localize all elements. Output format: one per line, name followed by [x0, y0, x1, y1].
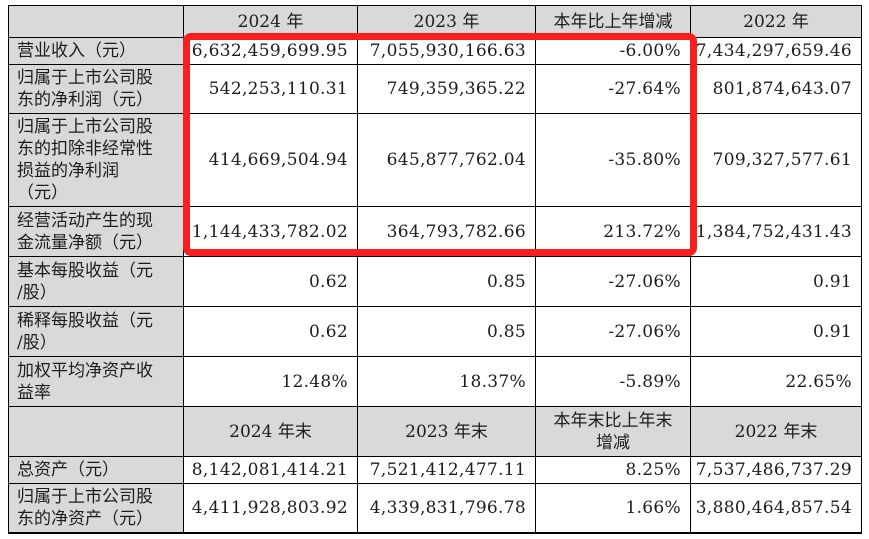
row-net-profit-excl-nonrecurring: 归属于上市公司股 东的扣除非经常性 损益的净利润 （元） 414,669,504… [8, 113, 862, 207]
financial-summary-page: 2024 年 2023 年 本年比上年增减 2022 年 营业收入（元） 6,6… [8, 5, 862, 534]
metric-label: 基本每股收益（元 /股） [8, 256, 184, 307]
yoy-change: -35.80% [535, 113, 691, 207]
value-2024: 0.62 [183, 306, 358, 357]
value-2023: 645,877,762.04 [357, 113, 536, 207]
header-2023: 2023 年 [357, 5, 536, 38]
row-net-profit: 归属于上市公司股 东的净利润（元） 542,253,110.31 749,359… [8, 64, 862, 114]
value-2024: 542,253,110.31 [183, 64, 358, 114]
value-2022: 3,880,464,857.54 [690, 483, 862, 534]
value-2024: 0.62 [183, 256, 358, 307]
value-2024: 12.48% [183, 356, 358, 407]
value-2023: 7,521,412,477.11 [357, 456, 536, 484]
value-2022: 0.91 [690, 306, 862, 357]
value-2023: 364,793,782.66 [357, 206, 536, 257]
metric-label: 总资产（元） [8, 456, 184, 484]
row-basic-eps: 基本每股收益（元 /股） 0.62 0.85 -27.06% 0.91 [8, 256, 862, 307]
metric-label: 加权平均净资产收 益率 [8, 356, 184, 407]
row-net-assets: 归属于上市公司股 东的净资产（元） 4,411,928,803.92 4,339… [8, 483, 862, 534]
yoy-change: -5.89% [535, 356, 691, 407]
metric-label: 归属于上市公司股 东的净利润（元） [8, 64, 184, 114]
value-2024: 1,144,433,782.02 [183, 206, 358, 257]
header-2022: 2022 年 [690, 5, 862, 38]
value-2024: 414,669,504.94 [183, 113, 358, 207]
yoy-change: -6.00% [535, 37, 691, 65]
value-2023: 7,055,930,166.63 [357, 37, 536, 65]
value-2024: 8,142,081,414.21 [183, 456, 358, 484]
value-2022: 7,434,297,659.46 [690, 37, 862, 65]
yoy-change: -27.06% [535, 306, 691, 357]
value-2022: 22.65% [690, 356, 862, 407]
value-2023: 18.37% [357, 356, 536, 407]
header-yoy-change: 本年比上年增减 [535, 5, 691, 38]
metric-label: 稀释每股收益（元 /股） [8, 306, 184, 357]
value-2023: 4,339,831,796.78 [357, 483, 536, 534]
metric-label: 营业收入（元） [8, 37, 184, 65]
header-yearend-change: 本年末比上年末 增减 [535, 406, 691, 457]
value-2023: 749,359,365.22 [357, 64, 536, 114]
header-2022-yearend: 2022 年末 [690, 406, 862, 457]
metric-label: 归属于上市公司股 东的净资产（元） [8, 483, 184, 534]
metric-header-cell [8, 406, 184, 457]
row-operating-cash-flow: 经营活动产生的现 金流量净额（元） 1,144,433,782.02 364,7… [8, 206, 862, 257]
row-weighted-avg-roe: 加权平均净资产收 益率 12.48% 18.37% -5.89% 22.65% [8, 356, 862, 407]
value-2024: 6,632,459,699.95 [183, 37, 358, 65]
value-2023: 0.85 [357, 256, 536, 307]
annual-header-row: 2024 年 2023 年 本年比上年增减 2022 年 [8, 5, 862, 38]
value-2022: 709,327,577.61 [690, 113, 862, 207]
value-2023: 0.85 [357, 306, 536, 357]
header-2023-yearend: 2023 年末 [357, 406, 536, 457]
yoy-change: 1.66% [535, 483, 691, 534]
row-revenue: 营业收入（元） 6,632,459,699.95 7,055,930,166.6… [8, 37, 862, 65]
header-2024-yearend: 2024 年末 [183, 406, 358, 457]
metric-label: 归属于上市公司股 东的扣除非经常性 损益的净利润 （元） [8, 113, 184, 207]
yoy-change: -27.64% [535, 64, 691, 114]
value-2022: 7,537,486,737.29 [690, 456, 862, 484]
yoy-change: 213.72% [535, 206, 691, 257]
value-2022: 1,384,752,431.43 [690, 206, 862, 257]
metric-header-cell [8, 5, 184, 38]
row-total-assets: 总资产（元） 8,142,081,414.21 7,521,412,477.11… [8, 456, 862, 484]
key-financials-table: 2024 年 2023 年 本年比上年增减 2022 年 营业收入（元） 6,6… [8, 5, 862, 534]
header-2024: 2024 年 [183, 5, 358, 38]
yoy-change: 8.25% [535, 456, 691, 484]
row-diluted-eps: 稀释每股收益（元 /股） 0.62 0.85 -27.06% 0.91 [8, 306, 862, 357]
yoy-change: -27.06% [535, 256, 691, 307]
value-2022: 801,874,643.07 [690, 64, 862, 114]
value-2024: 4,411,928,803.92 [183, 483, 358, 534]
yearend-header-row: 2024 年末 2023 年末 本年末比上年末 增减 2022 年末 [8, 406, 862, 457]
metric-label: 经营活动产生的现 金流量净额（元） [8, 206, 184, 257]
value-2022: 0.91 [690, 256, 862, 307]
